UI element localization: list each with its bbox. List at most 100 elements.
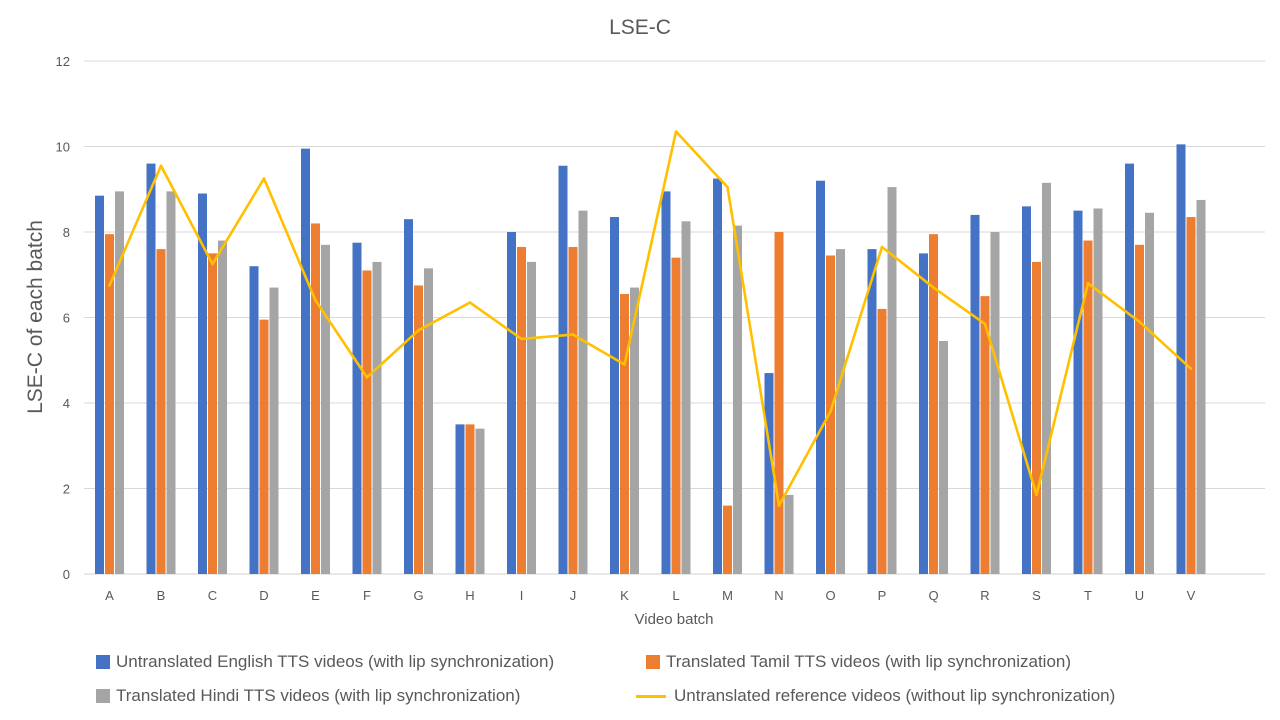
bar-T-2 [1093, 208, 1103, 575]
line-point-T [1086, 282, 1090, 285]
line-point-O [829, 410, 832, 413]
legend-swatch-reference [636, 694, 666, 698]
bars [95, 144, 1206, 575]
bar-P-1 [877, 308, 887, 574]
bar-M-1 [723, 505, 732, 574]
x-tick-label-A: A [105, 588, 114, 603]
x-tick-label-C: C [208, 588, 217, 603]
bar-P-0 [867, 249, 877, 574]
bar-S-0 [1022, 206, 1031, 574]
legend-swatch-hindi [96, 689, 110, 703]
bar-R-2 [990, 232, 1000, 574]
line-point-J [571, 333, 575, 336]
line-point-A [108, 284, 111, 287]
line-point-H [468, 301, 472, 304]
bar-T-0 [1073, 210, 1083, 574]
bar-L-1 [671, 257, 681, 574]
bar-E-0 [301, 148, 310, 574]
bar-R-0 [970, 214, 980, 574]
bar-C-2 [218, 240, 227, 575]
bar-F-1 [362, 270, 372, 574]
x-tick-label-N: N [774, 588, 783, 603]
bar-B-1 [156, 249, 166, 574]
bar-C-1 [208, 253, 217, 574]
y-tick-label: 2 [63, 482, 70, 497]
bar-Q-2 [939, 341, 948, 574]
x-tick-label-F: F [363, 588, 371, 603]
chart: LSE-C 0 2 4 6 8 10 12 A B C D E F G H I J K L M N O P Q R S T U V V… [24, 16, 1265, 628]
line-point-M [726, 185, 729, 189]
bar-N-0 [764, 373, 774, 574]
bar-K-2 [630, 287, 639, 574]
bar-U-1 [1135, 244, 1144, 574]
x-tick-label-S: S [1032, 588, 1041, 603]
line-point-D [262, 177, 266, 180]
bar-D-1 [259, 319, 269, 574]
bar-R-1 [980, 296, 990, 574]
bar-J-2 [578, 210, 588, 574]
bar-Q-0 [919, 253, 928, 574]
x-tick-label-O: O [825, 588, 835, 603]
x-tick-label-H: H [465, 588, 474, 603]
bar-L-2 [681, 221, 691, 574]
bar-S-2 [1042, 182, 1051, 574]
x-tick-label-P: P [878, 588, 887, 603]
bar-I-1 [517, 246, 526, 574]
line-point-V [1189, 367, 1193, 371]
bar-H-0 [455, 424, 465, 574]
bar-S-1 [1032, 261, 1041, 574]
legend-label-tamil: Translated Tamil TTS videos (with lip sy… [666, 652, 1072, 671]
y-axis-ticks: 0 2 4 6 8 10 12 [56, 54, 70, 582]
x-tick-label-D: D [259, 588, 268, 603]
bar-D-0 [249, 266, 259, 574]
bar-A-0 [95, 195, 104, 574]
reference-line [108, 130, 1193, 507]
line-point-N [777, 504, 781, 507]
bar-K-1 [620, 293, 629, 574]
line-point-S [1035, 493, 1038, 497]
line-point-G [417, 329, 420, 332]
x-tick-label-G: G [413, 588, 423, 603]
bar-N-1 [774, 232, 784, 574]
line-point-E [314, 299, 317, 302]
y-tick-label: 10 [56, 140, 70, 155]
legend: Untranslated English TTS videos (with li… [0, 640, 1280, 720]
bar-B-0 [146, 163, 156, 574]
bar-H-1 [465, 424, 475, 574]
bar-V-1 [1186, 217, 1196, 574]
x-tick-label-T: T [1084, 588, 1092, 603]
bar-D-2 [269, 287, 279, 574]
bar-J-0 [558, 165, 568, 575]
bar-L-0 [661, 191, 671, 574]
bar-H-2 [475, 428, 485, 574]
bar-F-2 [372, 261, 382, 574]
bar-O-1 [826, 255, 835, 574]
bar-F-0 [352, 242, 362, 574]
x-tick-label-M: M [722, 588, 733, 603]
legend-swatch-english [96, 655, 110, 669]
bar-A-2 [115, 191, 124, 574]
bar-I-0 [507, 232, 516, 574]
bar-O-2 [836, 249, 845, 574]
bar-J-1 [568, 246, 578, 574]
bar-I-2 [527, 261, 536, 574]
line-point-P [880, 245, 884, 249]
legend-item-reference: Untranslated reference videos (without l… [636, 686, 1115, 706]
bar-G-1 [414, 285, 423, 574]
x-tick-label-E: E [311, 588, 320, 603]
line-point-L [674, 130, 678, 133]
bar-V-2 [1196, 199, 1206, 574]
y-tick-label: 12 [56, 54, 70, 69]
x-tick-label-V: V [1187, 588, 1196, 603]
bar-G-2 [424, 268, 433, 574]
x-tick-label-J: J [570, 588, 577, 603]
line-point-Q [932, 286, 935, 289]
bar-U-0 [1125, 163, 1134, 574]
y-tick-label: 6 [63, 311, 70, 326]
x-axis-label: Video batch [635, 611, 714, 628]
bar-E-2 [321, 244, 330, 574]
bar-E-1 [311, 223, 320, 574]
line-point-I [520, 337, 523, 341]
bar-U-2 [1145, 212, 1154, 574]
line-point-K [623, 363, 626, 366]
